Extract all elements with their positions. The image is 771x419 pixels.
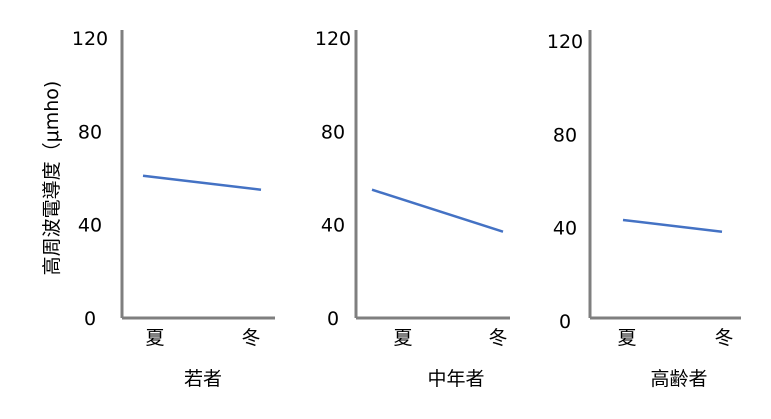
x-tick-label: 夏	[393, 327, 412, 349]
y-tick-label: 120	[315, 28, 351, 50]
y-tick-label: 0	[327, 308, 339, 330]
y-tick-label: 40	[321, 215, 345, 237]
y-tick-label: 120	[547, 31, 583, 53]
y-tick-label: 80	[78, 121, 102, 143]
panel-label: 若者	[184, 368, 222, 390]
panel-1: 0 40 80 120 夏 冬若者	[72, 28, 275, 390]
series-line	[371, 188, 504, 233]
panel-label: 高齢者	[650, 368, 707, 390]
y-tick-label: 40	[553, 218, 577, 240]
x-tick-label: 夏	[145, 327, 164, 349]
y-tick-label: 0	[559, 311, 571, 333]
y-tick-label: 80	[321, 121, 345, 143]
series-line	[622, 218, 723, 233]
panel-label: 中年者	[427, 368, 484, 390]
y-tick-label: 120	[72, 28, 108, 50]
y-axis-label: 高周波電導度（μmho)	[41, 81, 63, 276]
y-tick-label: 40	[78, 215, 102, 237]
y-tick-label: 0	[84, 308, 96, 330]
x-tick-label: 夏	[617, 327, 636, 349]
x-tick-label: 冬	[714, 327, 733, 349]
x-tick-label: 冬	[488, 327, 507, 349]
series-line	[142, 174, 262, 191]
y-tick-label: 80	[553, 124, 577, 146]
x-tick-label: 冬	[241, 327, 260, 349]
